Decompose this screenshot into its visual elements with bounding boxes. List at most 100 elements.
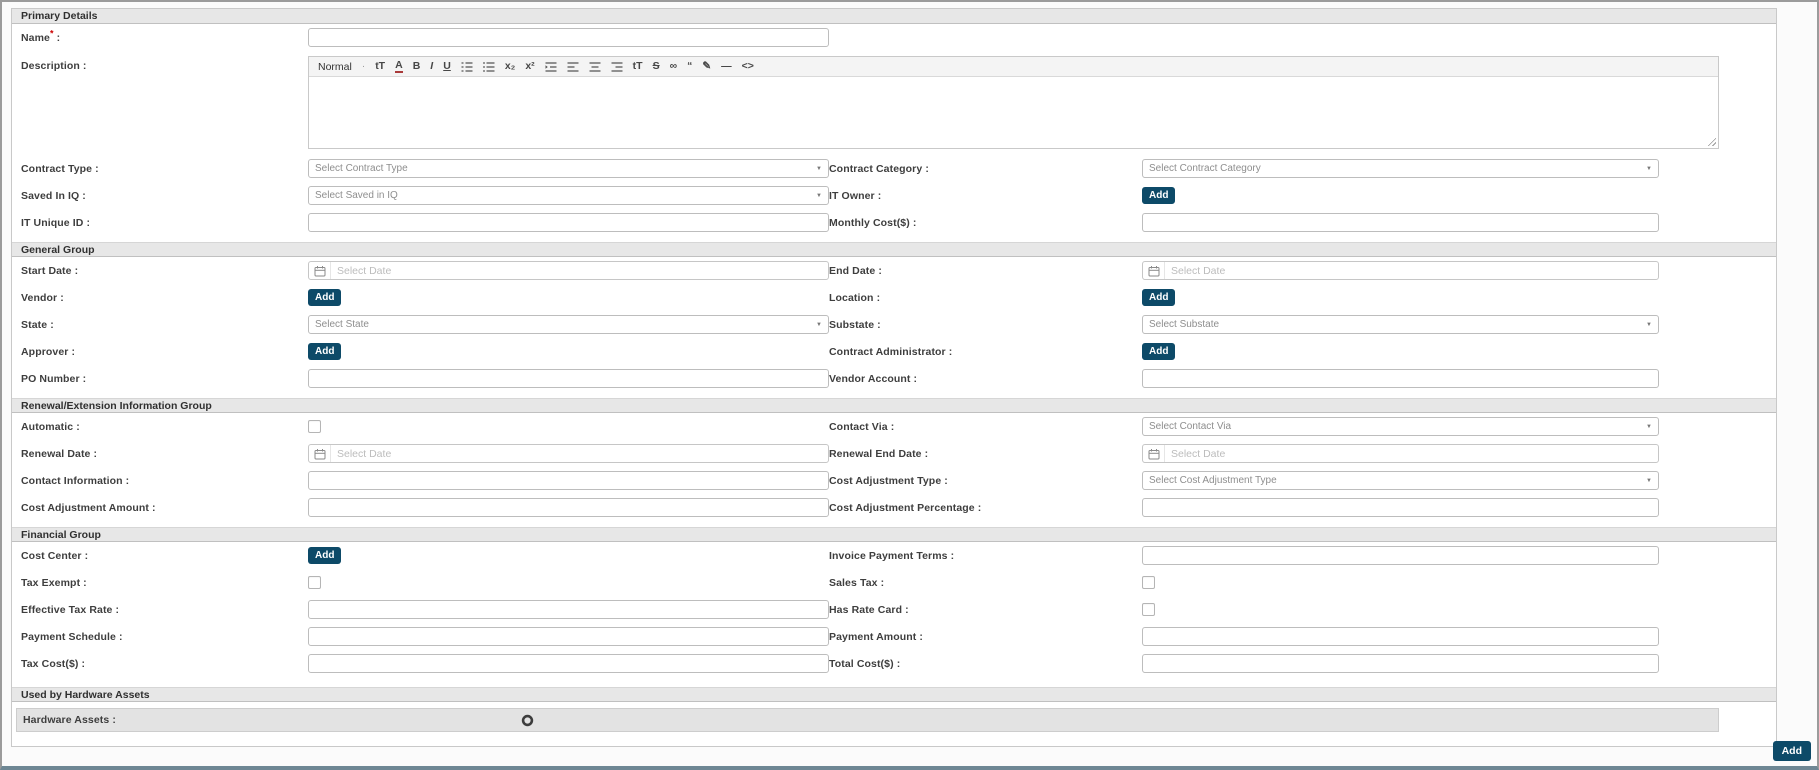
tax-cost-label: Tax Cost($) :	[21, 657, 86, 670]
italic-icon[interactable]: I	[430, 60, 434, 73]
calendar-icon	[1143, 445, 1165, 462]
contract-category-label: Contract Category :	[829, 162, 929, 175]
cost-center-add-button[interactable]: Add	[308, 547, 342, 564]
start-date-input[interactable]	[308, 261, 829, 280]
total-cost-input[interactable]	[1142, 654, 1659, 673]
tax-cost-input[interactable]	[308, 654, 829, 673]
bullet-list-icon[interactable]	[482, 61, 495, 72]
section-primary-details: Primary Details	[12, 9, 1776, 24]
renewal-end-date-input[interactable]	[1142, 444, 1659, 463]
contract-category-select[interactable]: Select Contract Category ▼	[1142, 159, 1659, 178]
description-row: Description : Normal · tT A B I U x₂ x²	[12, 51, 1776, 155]
section-general-group: General Group	[12, 242, 1776, 257]
it-owner-label: IT Owner :	[829, 189, 882, 202]
contact-information-input[interactable]	[308, 471, 829, 490]
calendar-icon	[1143, 262, 1165, 279]
pencil-icon[interactable]: ✎	[702, 60, 712, 73]
approver-row: Approver : Add Contract Administrator : …	[12, 338, 1776, 365]
tax-exempt-row: Tax Exempt : Sales Tax :	[12, 569, 1776, 596]
sales-tax-label: Sales Tax :	[829, 576, 885, 589]
font-style-icon[interactable]: tT	[632, 60, 643, 73]
end-date-label: End Date :	[829, 264, 882, 277]
automatic-checkbox[interactable]	[308, 420, 321, 433]
cost-adjustment-amount-input[interactable]	[308, 498, 829, 517]
chevron-down-icon: ▼	[1646, 165, 1652, 172]
name-label: Name* :	[21, 28, 61, 44]
hardware-assets-bar[interactable]: Hardware Assets :	[16, 708, 1719, 732]
po-number-row: PO Number : Vendor Account :	[12, 365, 1776, 392]
contact-via-label: Contact Via :	[829, 420, 895, 433]
location-label: Location :	[829, 291, 881, 304]
monthly-cost-label: Monthly Cost($) :	[829, 216, 917, 229]
resize-handle[interactable]	[1707, 137, 1716, 146]
saved-in-iq-select[interactable]: Select Saved in IQ ▼	[308, 186, 829, 205]
section-financial-group: Financial Group	[12, 527, 1776, 542]
toolbar-separator-dot: ·	[361, 61, 366, 72]
font-size-icon[interactable]: tT	[375, 60, 386, 73]
vendor-add-button[interactable]: Add	[308, 289, 342, 306]
strikethrough-icon[interactable]: S	[652, 60, 660, 73]
blockquote-icon[interactable]: “	[687, 60, 693, 73]
effective-tax-rate-input[interactable]	[308, 600, 829, 619]
location-add-button[interactable]: Add	[1142, 289, 1176, 306]
chevron-down-icon: ▼	[816, 165, 822, 172]
bold-icon[interactable]: B	[412, 60, 421, 73]
payment-schedule-row: Payment Schedule : Payment Amount :	[12, 623, 1776, 650]
ordered-list-icon[interactable]	[461, 61, 473, 72]
calendar-icon	[309, 445, 331, 462]
cost-center-label: Cost Center :	[21, 549, 89, 562]
substate-label: Substate :	[829, 318, 881, 331]
automatic-row: Automatic : Contact Via : Select Contact…	[12, 413, 1776, 440]
tax-exempt-checkbox[interactable]	[308, 576, 321, 589]
submit-add-button[interactable]: Add	[1772, 741, 1811, 761]
link-icon[interactable]: ∞	[669, 60, 678, 73]
name-input[interactable]	[308, 28, 829, 47]
contract-type-label: Contract Type :	[21, 162, 99, 175]
cost-adjustment-type-select[interactable]: Select Cost Adjustment Type ▼	[1142, 471, 1659, 490]
cost-adjustment-percentage-input[interactable]	[1142, 498, 1659, 517]
superscript-icon[interactable]: x²	[525, 60, 535, 73]
section-title: Financial Group	[21, 528, 101, 541]
align-center-icon[interactable]	[589, 61, 601, 72]
payment-amount-label: Payment Amount :	[829, 630, 923, 643]
description-editor[interactable]: Normal · tT A B I U x₂ x² tT S	[308, 56, 1719, 149]
saved-in-iq-row: Saved In IQ : Select Saved in IQ ▼ IT Own…	[12, 182, 1776, 209]
payment-amount-input[interactable]	[1142, 627, 1659, 646]
chevron-down-icon: ▼	[816, 321, 822, 328]
paragraph-style-select[interactable]: Normal	[318, 60, 352, 73]
text-color-icon[interactable]: A	[395, 60, 403, 74]
state-label: State :	[21, 318, 54, 331]
description-editor-body[interactable]	[309, 77, 1718, 148]
payment-schedule-label: Payment Schedule :	[21, 630, 123, 643]
it-unique-id-input[interactable]	[308, 213, 829, 232]
state-select[interactable]: Select State ▼	[308, 315, 829, 334]
underline-icon[interactable]: U	[443, 60, 451, 73]
substate-select[interactable]: Select Substate ▼	[1142, 315, 1659, 334]
po-number-input[interactable]	[308, 369, 829, 388]
indent-icon[interactable]	[545, 61, 557, 72]
renewal-date-label: Renewal Date :	[21, 447, 98, 460]
align-right-icon[interactable]	[611, 61, 623, 72]
horizontal-rule-icon[interactable]: —	[721, 60, 732, 73]
it-owner-add-button[interactable]: Add	[1142, 187, 1176, 204]
contact-information-row: Contact Information : Cost Adjustment Ty…	[12, 467, 1776, 494]
section-title: Primary Details	[21, 10, 98, 22]
has-rate-card-checkbox[interactable]	[1142, 603, 1155, 616]
invoice-payment-terms-input[interactable]	[1142, 546, 1659, 565]
end-date-input[interactable]	[1142, 261, 1659, 280]
contract-type-select[interactable]: Select Contract Type ▼	[308, 159, 829, 178]
vendor-account-input[interactable]	[1142, 369, 1659, 388]
state-row: State : Select State ▼ Substate : Select …	[12, 311, 1776, 338]
subscript-icon[interactable]: x₂	[504, 60, 516, 73]
approver-add-button[interactable]: Add	[308, 343, 342, 360]
renewal-date-input[interactable]	[308, 444, 829, 463]
align-left-icon[interactable]	[567, 61, 579, 72]
contact-via-select[interactable]: Select Contact Via ▼	[1142, 417, 1659, 436]
sales-tax-checkbox[interactable]	[1142, 576, 1155, 589]
contract-administrator-add-button[interactable]: Add	[1142, 343, 1176, 360]
cost-adjustment-type-label: Cost Adjustment Type :	[829, 474, 948, 487]
code-icon[interactable]: <>	[741, 60, 754, 73]
calendar-icon	[309, 262, 331, 279]
payment-schedule-input[interactable]	[308, 627, 829, 646]
monthly-cost-input[interactable]	[1142, 213, 1659, 232]
